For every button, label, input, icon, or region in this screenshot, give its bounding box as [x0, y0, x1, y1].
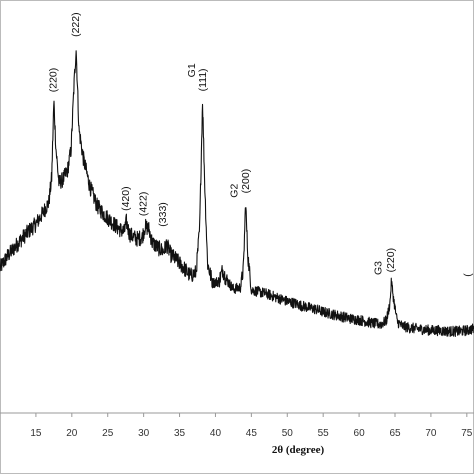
peak-label: (333) — [157, 202, 169, 227]
x-tick-label: 50 — [282, 428, 294, 439]
plot-area — [0, 50, 474, 337]
x-tick-label: 15 — [30, 428, 42, 439]
peak-label: (220) — [48, 68, 60, 93]
peak-label: (200) — [240, 169, 252, 194]
peak-label: (220) — [385, 248, 397, 273]
x-tick-label: 65 — [389, 428, 401, 439]
peak-label: (420) — [120, 186, 132, 211]
x-tick-label: 30 — [138, 428, 150, 439]
x-axis: 15 20 25 30 35 40 45 50 55 60 65 70 75 — [0, 412, 474, 439]
x-tick-label: 70 — [425, 428, 437, 439]
peak-label: G1 — [186, 63, 198, 77]
x-tick-label: 25 — [102, 428, 114, 439]
peak-label: (422) — [137, 192, 149, 217]
peak-label: ( — [462, 273, 474, 277]
x-tick-label: 20 — [66, 428, 78, 439]
peak-label: G3 — [372, 261, 384, 275]
x-tick-label: 60 — [354, 428, 366, 439]
x-tick-label: 40 — [210, 428, 222, 439]
xrd-series-line — [0, 50, 474, 337]
peak-label: (111) — [197, 68, 209, 91]
x-axis-title: 2θ (degree) — [272, 444, 325, 456]
peak-label: G2 — [229, 184, 241, 198]
x-tick-label: 75 — [461, 428, 473, 439]
x-tick-label: 45 — [246, 428, 258, 439]
peak-annotations: (220) (222) (420) (422) (333) G1(111) G2 (200) G… — [48, 12, 474, 276]
peak-label: (222) — [70, 12, 82, 37]
x-tick-label: 35 — [174, 428, 186, 439]
x-tick-label: 55 — [318, 428, 330, 439]
